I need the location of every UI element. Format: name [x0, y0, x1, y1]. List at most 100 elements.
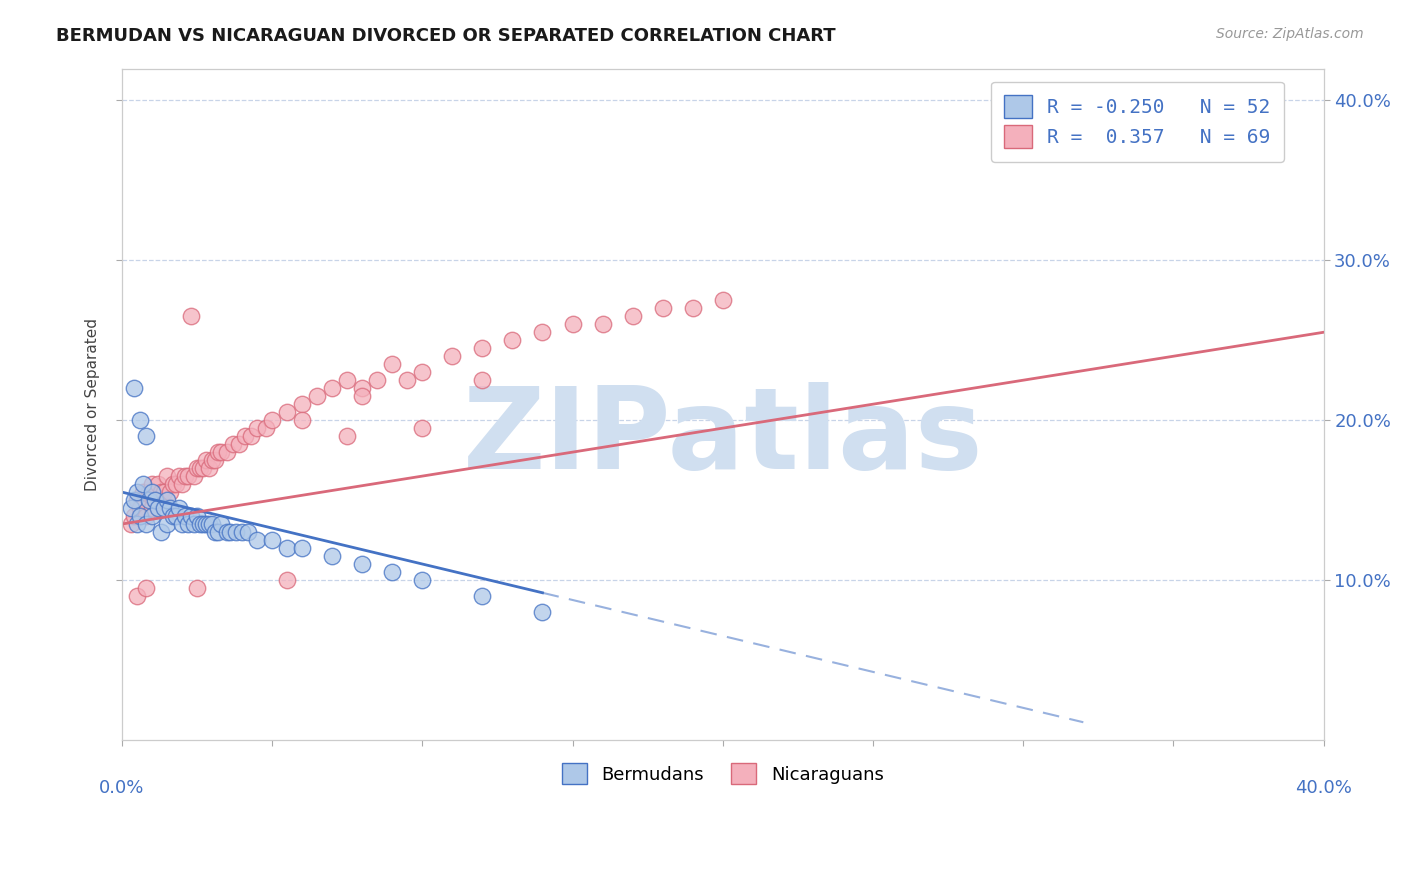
Point: [143, 493, 166, 508]
Point: [135, 509, 157, 524]
Point: [307, 389, 329, 403]
Point: [141, 501, 163, 516]
Point: [191, 517, 214, 532]
Point: [396, 373, 419, 387]
Point: [411, 573, 433, 587]
Point: [153, 501, 176, 516]
Point: [198, 461, 221, 475]
Point: [156, 517, 179, 532]
Point: [501, 333, 523, 347]
Point: [135, 581, 157, 595]
Point: [204, 524, 226, 539]
Point: [165, 477, 187, 491]
Point: [352, 389, 374, 403]
Point: [381, 565, 404, 579]
Point: [174, 469, 197, 483]
Point: [135, 429, 157, 443]
Point: [209, 445, 232, 459]
Point: [132, 477, 155, 491]
Point: [233, 429, 256, 443]
Point: [215, 445, 238, 459]
Point: [336, 429, 359, 443]
Point: [411, 365, 433, 379]
Point: [276, 405, 298, 419]
Point: [122, 381, 145, 395]
Point: [138, 493, 160, 508]
Point: [138, 485, 160, 500]
Point: [352, 381, 374, 395]
Point: [531, 605, 554, 619]
Point: [471, 589, 494, 603]
Point: [165, 509, 187, 524]
Point: [231, 524, 253, 539]
Point: [336, 373, 359, 387]
Point: [122, 493, 145, 508]
Text: ZIPatlas: ZIPatlas: [463, 383, 983, 493]
Point: [128, 501, 150, 516]
Text: 0.0%: 0.0%: [100, 779, 145, 797]
Point: [321, 381, 343, 395]
Text: Source: ZipAtlas.com: Source: ZipAtlas.com: [1216, 27, 1364, 41]
Point: [207, 524, 229, 539]
Point: [120, 501, 142, 516]
Point: [122, 509, 145, 524]
Point: [183, 517, 205, 532]
Point: [146, 501, 169, 516]
Point: [120, 517, 142, 532]
Point: [180, 310, 202, 324]
Y-axis label: Divorced or Separated: Divorced or Separated: [86, 318, 100, 491]
Point: [209, 517, 232, 532]
Point: [149, 485, 172, 500]
Point: [262, 413, 284, 427]
Point: [240, 429, 263, 443]
Text: BERMUDAN VS NICARAGUAN DIVORCED OR SEPARATED CORRELATION CHART: BERMUDAN VS NICARAGUAN DIVORCED OR SEPAR…: [56, 27, 835, 45]
Point: [128, 509, 150, 524]
Point: [167, 501, 190, 516]
Point: [204, 453, 226, 467]
Point: [236, 524, 259, 539]
Point: [471, 373, 494, 387]
Text: 40.0%: 40.0%: [1295, 779, 1353, 797]
Point: [141, 509, 163, 524]
Point: [207, 445, 229, 459]
Point: [711, 293, 734, 308]
Point: [146, 477, 169, 491]
Point: [291, 397, 314, 411]
Point: [366, 373, 388, 387]
Point: [125, 517, 148, 532]
Point: [194, 453, 217, 467]
Point: [441, 349, 464, 363]
Point: [186, 461, 208, 475]
Point: [621, 310, 644, 324]
Point: [159, 501, 181, 516]
Point: [592, 318, 614, 332]
Point: [651, 301, 673, 316]
Point: [531, 325, 554, 339]
Point: [153, 485, 176, 500]
Point: [191, 461, 214, 475]
Point: [135, 517, 157, 532]
Point: [291, 413, 314, 427]
Point: [170, 517, 193, 532]
Point: [222, 437, 245, 451]
Point: [167, 469, 190, 483]
Point: [177, 517, 200, 532]
Point: [225, 524, 247, 539]
Point: [132, 485, 155, 500]
Point: [352, 557, 374, 571]
Point: [141, 477, 163, 491]
Point: [180, 509, 202, 524]
Point: [186, 509, 208, 524]
Point: [149, 524, 172, 539]
Point: [291, 541, 314, 555]
Point: [262, 533, 284, 547]
Point: [128, 413, 150, 427]
Point: [198, 517, 221, 532]
Point: [254, 421, 277, 435]
Legend: Bermudans, Nicaraguans: Bermudans, Nicaraguans: [554, 756, 891, 791]
Point: [141, 485, 163, 500]
Point: [682, 301, 704, 316]
Point: [219, 524, 242, 539]
Point: [125, 485, 148, 500]
Point: [201, 453, 224, 467]
